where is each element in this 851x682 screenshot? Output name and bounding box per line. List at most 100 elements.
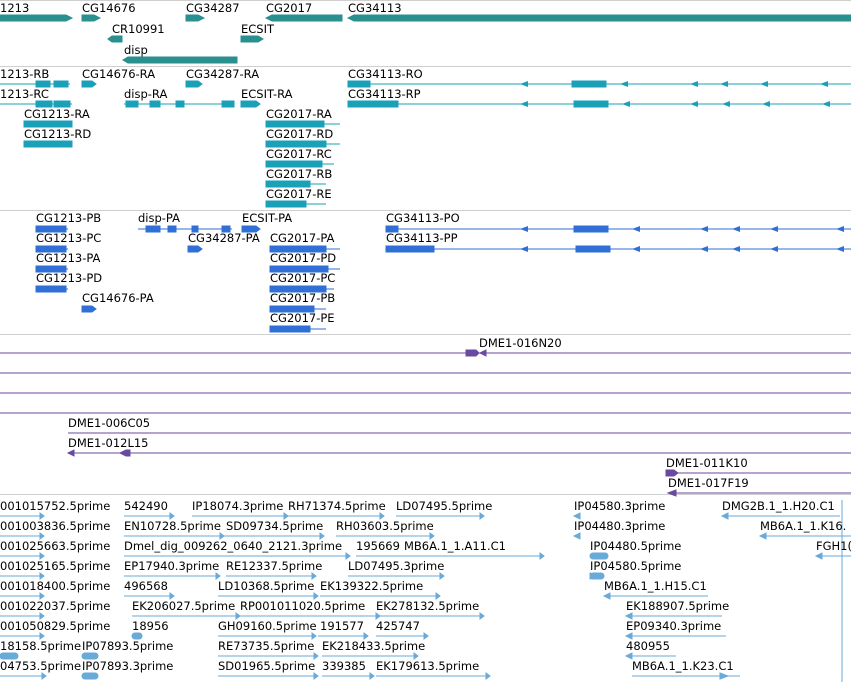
est-label[interactable]: SD09734.5prime (226, 519, 324, 533)
est-label[interactable]: EK139322.5prime (320, 579, 424, 593)
bac-label[interactable]: DME1-006C05 (68, 416, 151, 430)
transcript-label[interactable]: CG2017-RB (266, 167, 333, 181)
exon (175, 100, 185, 108)
transcript-label[interactable]: CG2017-RC (266, 147, 332, 161)
transcript-label[interactable]: CG2017-PD (270, 251, 337, 265)
est-label[interactable]: 001025165.5prime (0, 559, 111, 573)
est-label[interactable]: EP17940.3prime (124, 559, 220, 573)
gene-label[interactable]: ECSIT (241, 22, 275, 36)
est-label[interactable]: IP07893.5prime (82, 639, 174, 653)
transcript-label[interactable]: CG1213-PC (36, 231, 102, 245)
transcript-label[interactable]: 1213-RC (0, 87, 49, 101)
est-label[interactable]: 480955 (626, 639, 670, 653)
transcript-label[interactable]: CG2017-RE (266, 187, 332, 201)
gene-label[interactable]: 1213 (0, 1, 30, 15)
est-label[interactable]: RP001011020.5prime (240, 599, 366, 613)
transcript-label[interactable]: 1213-RB (0, 67, 50, 81)
est-label[interactable]: IP18074.3prime (192, 499, 284, 513)
est-label[interactable]: IP04580.5prime (590, 559, 682, 573)
bac-label[interactable]: DME1-012L15 (68, 436, 149, 450)
est-label[interactable]: EK206027.5prime (132, 599, 236, 613)
est-label[interactable]: 001003836.5prime (0, 519, 111, 533)
bac-label[interactable]: DME1-016N20 (479, 336, 562, 350)
transcript-label[interactable]: CG14676-RA (82, 67, 156, 81)
est-label[interactable]: LD07495.3prime (348, 559, 445, 573)
transcript-label[interactable]: CG1213-RA (24, 107, 90, 121)
transcript-label[interactable]: CG1213-PD (36, 271, 103, 285)
est-label[interactable]: 001022037.5prime (0, 599, 111, 613)
est-label[interactable]: EP09340.3prime (626, 619, 722, 633)
est-label[interactable]: IP07893.3prime (82, 659, 174, 673)
est-label[interactable]: IP04480.5prime (590, 539, 682, 553)
est-label[interactable]: LD10368.5prime (218, 579, 315, 593)
bac-label[interactable]: DME1-011K10 (666, 456, 748, 470)
est-label[interactable]: RH71374.5prime (288, 499, 386, 513)
est-label[interactable]: EK179613.5prime (376, 659, 480, 673)
gene-label[interactable]: disp (124, 43, 148, 57)
est-label[interactable]: 195669 (356, 539, 400, 553)
transcript-label[interactable]: CG1213-PB (36, 211, 102, 225)
bac-label[interactable]: DME1-017F19 (668, 476, 749, 490)
transcript-label[interactable]: CG34113-PO (386, 211, 460, 225)
est-label[interactable]: MB6A.1_1.A11.C1 (404, 539, 506, 553)
transcript-label[interactable]: CG2017-PA (270, 231, 335, 245)
track-separator (0, 0, 851, 1)
gene-label[interactable]: CG34113 (348, 1, 402, 15)
est-label[interactable]: MB6A.1_1.K23.C1 (632, 659, 734, 673)
est-label[interactable]: SD01965.5prime (218, 659, 316, 673)
est-label[interactable]: 425747 (376, 619, 420, 633)
est-label[interactable]: 04753.5prime (0, 659, 82, 673)
est-label[interactable]: RH03603.5prime (336, 519, 434, 533)
est-label[interactable]: 001050829.5prime (0, 619, 111, 633)
est-label[interactable]: Dmel_dig_009262_0640_2121.3prime (124, 539, 343, 553)
est-label[interactable]: 001018400.5prime (0, 579, 111, 593)
transcript-label[interactable]: CG34113-RO (348, 67, 423, 81)
transcript-label[interactable]: CG2017-PE (270, 311, 335, 325)
est-label[interactable]: IP04480.3prime (574, 519, 666, 533)
transcript-label[interactable]: CG2017-PB (270, 291, 336, 305)
est-label[interactable]: 542490 (124, 499, 168, 513)
est-label[interactable]: EK218433.5prime (322, 639, 426, 653)
gene-label[interactable]: CG14676 (82, 1, 136, 15)
transcript-label[interactable]: CG2017-RD (266, 127, 334, 141)
est-label[interactable]: GH09160.5prime (218, 619, 317, 633)
transcript-label[interactable]: CG2017-PC (270, 271, 336, 285)
est-label[interactable]: 18956 (132, 619, 169, 633)
transcript-label[interactable]: CG34287-RA (186, 67, 260, 81)
est-label[interactable]: DMG2B.1_1.H20.C1 (722, 499, 835, 513)
est-label[interactable]: 001015752.5prime (0, 499, 111, 513)
est-label[interactable]: 001025663.5prime (0, 539, 111, 553)
transcript-label[interactable]: CG1213-PA (36, 251, 101, 265)
exon (221, 100, 235, 108)
gene-label[interactable]: CR10991 (112, 22, 165, 36)
est-label[interactable]: RE12337.5prime (226, 559, 323, 573)
transcript-label[interactable]: ECSIT-RA (241, 87, 293, 101)
exon-arrow (690, 81, 698, 87)
transcript-label[interactable]: CG1213-RD (24, 127, 92, 141)
est-label[interactable]: 339385 (322, 659, 366, 673)
transcript-label[interactable]: CG34113-PP (386, 231, 458, 245)
gene-label[interactable]: CG34287 (186, 1, 240, 15)
est-label[interactable]: MB6A.1_1.K16. (760, 519, 847, 533)
transcript-label[interactable]: CG34287-PA (188, 231, 260, 245)
est-label[interactable]: IP04580.3prime (574, 499, 666, 513)
est-label[interactable]: EN10728.5prime (124, 519, 221, 533)
transcript-label[interactable]: ECSIT-PA (242, 211, 293, 225)
est-label[interactable]: LD07495.5prime (396, 499, 493, 513)
transcript-label[interactable]: disp-RA (124, 87, 168, 101)
transcript-label[interactable]: disp-PA (138, 211, 181, 225)
est-label[interactable]: 18158.5prime (0, 639, 82, 653)
exon (265, 120, 325, 128)
est-label[interactable]: FGH1( (816, 539, 851, 553)
transcript-label[interactable]: CG2017-RA (266, 107, 332, 121)
est-label[interactable]: 191577 (320, 619, 364, 633)
est-label[interactable]: EK188907.5prime (626, 599, 730, 613)
est-label[interactable]: EK278132.5prime (376, 599, 480, 613)
est-label[interactable]: RE73735.5prime (218, 639, 315, 653)
transcript-label[interactable]: CG14676-PA (82, 291, 154, 305)
gene-label[interactable]: CG2017 (266, 1, 313, 15)
exon-arrow (722, 101, 730, 107)
est-label[interactable]: 496568 (124, 579, 168, 593)
est-label[interactable]: MB6A.1_1.H15.C1 (604, 579, 707, 593)
transcript-label[interactable]: CG34113-RP (348, 87, 421, 101)
